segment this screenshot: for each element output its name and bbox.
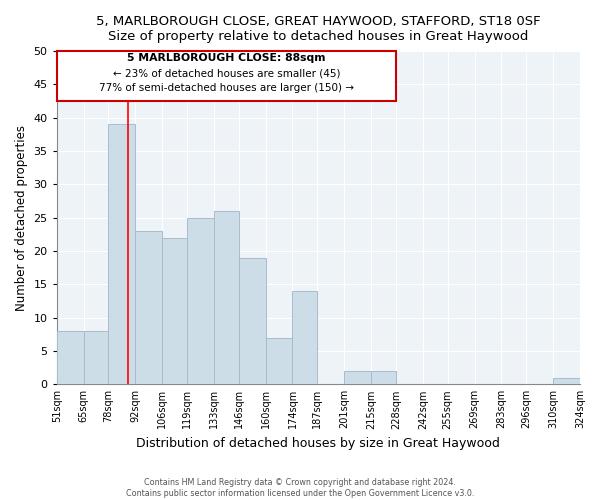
Bar [162, 238, 187, 384]
FancyBboxPatch shape [57, 51, 396, 101]
Bar [266, 338, 292, 384]
Bar [344, 371, 371, 384]
Bar [292, 291, 317, 384]
Bar [239, 258, 266, 384]
Bar [214, 211, 239, 384]
Bar [57, 331, 83, 384]
Y-axis label: Number of detached properties: Number of detached properties [15, 124, 28, 310]
Bar [553, 378, 580, 384]
Text: 5 MARLBOROUGH CLOSE: 88sqm: 5 MARLBOROUGH CLOSE: 88sqm [127, 53, 326, 63]
Bar [371, 371, 396, 384]
Bar [109, 124, 135, 384]
X-axis label: Distribution of detached houses by size in Great Haywood: Distribution of detached houses by size … [136, 437, 500, 450]
Bar [135, 231, 162, 384]
Text: Contains HM Land Registry data © Crown copyright and database right 2024.
Contai: Contains HM Land Registry data © Crown c… [126, 478, 474, 498]
Bar [83, 331, 109, 384]
Text: 77% of semi-detached houses are larger (150) →: 77% of semi-detached houses are larger (… [99, 84, 354, 94]
Text: ← 23% of detached houses are smaller (45): ← 23% of detached houses are smaller (45… [113, 68, 340, 78]
Bar [187, 218, 214, 384]
Title: 5, MARLBOROUGH CLOSE, GREAT HAYWOOD, STAFFORD, ST18 0SF
Size of property relativ: 5, MARLBOROUGH CLOSE, GREAT HAYWOOD, STA… [96, 15, 541, 43]
